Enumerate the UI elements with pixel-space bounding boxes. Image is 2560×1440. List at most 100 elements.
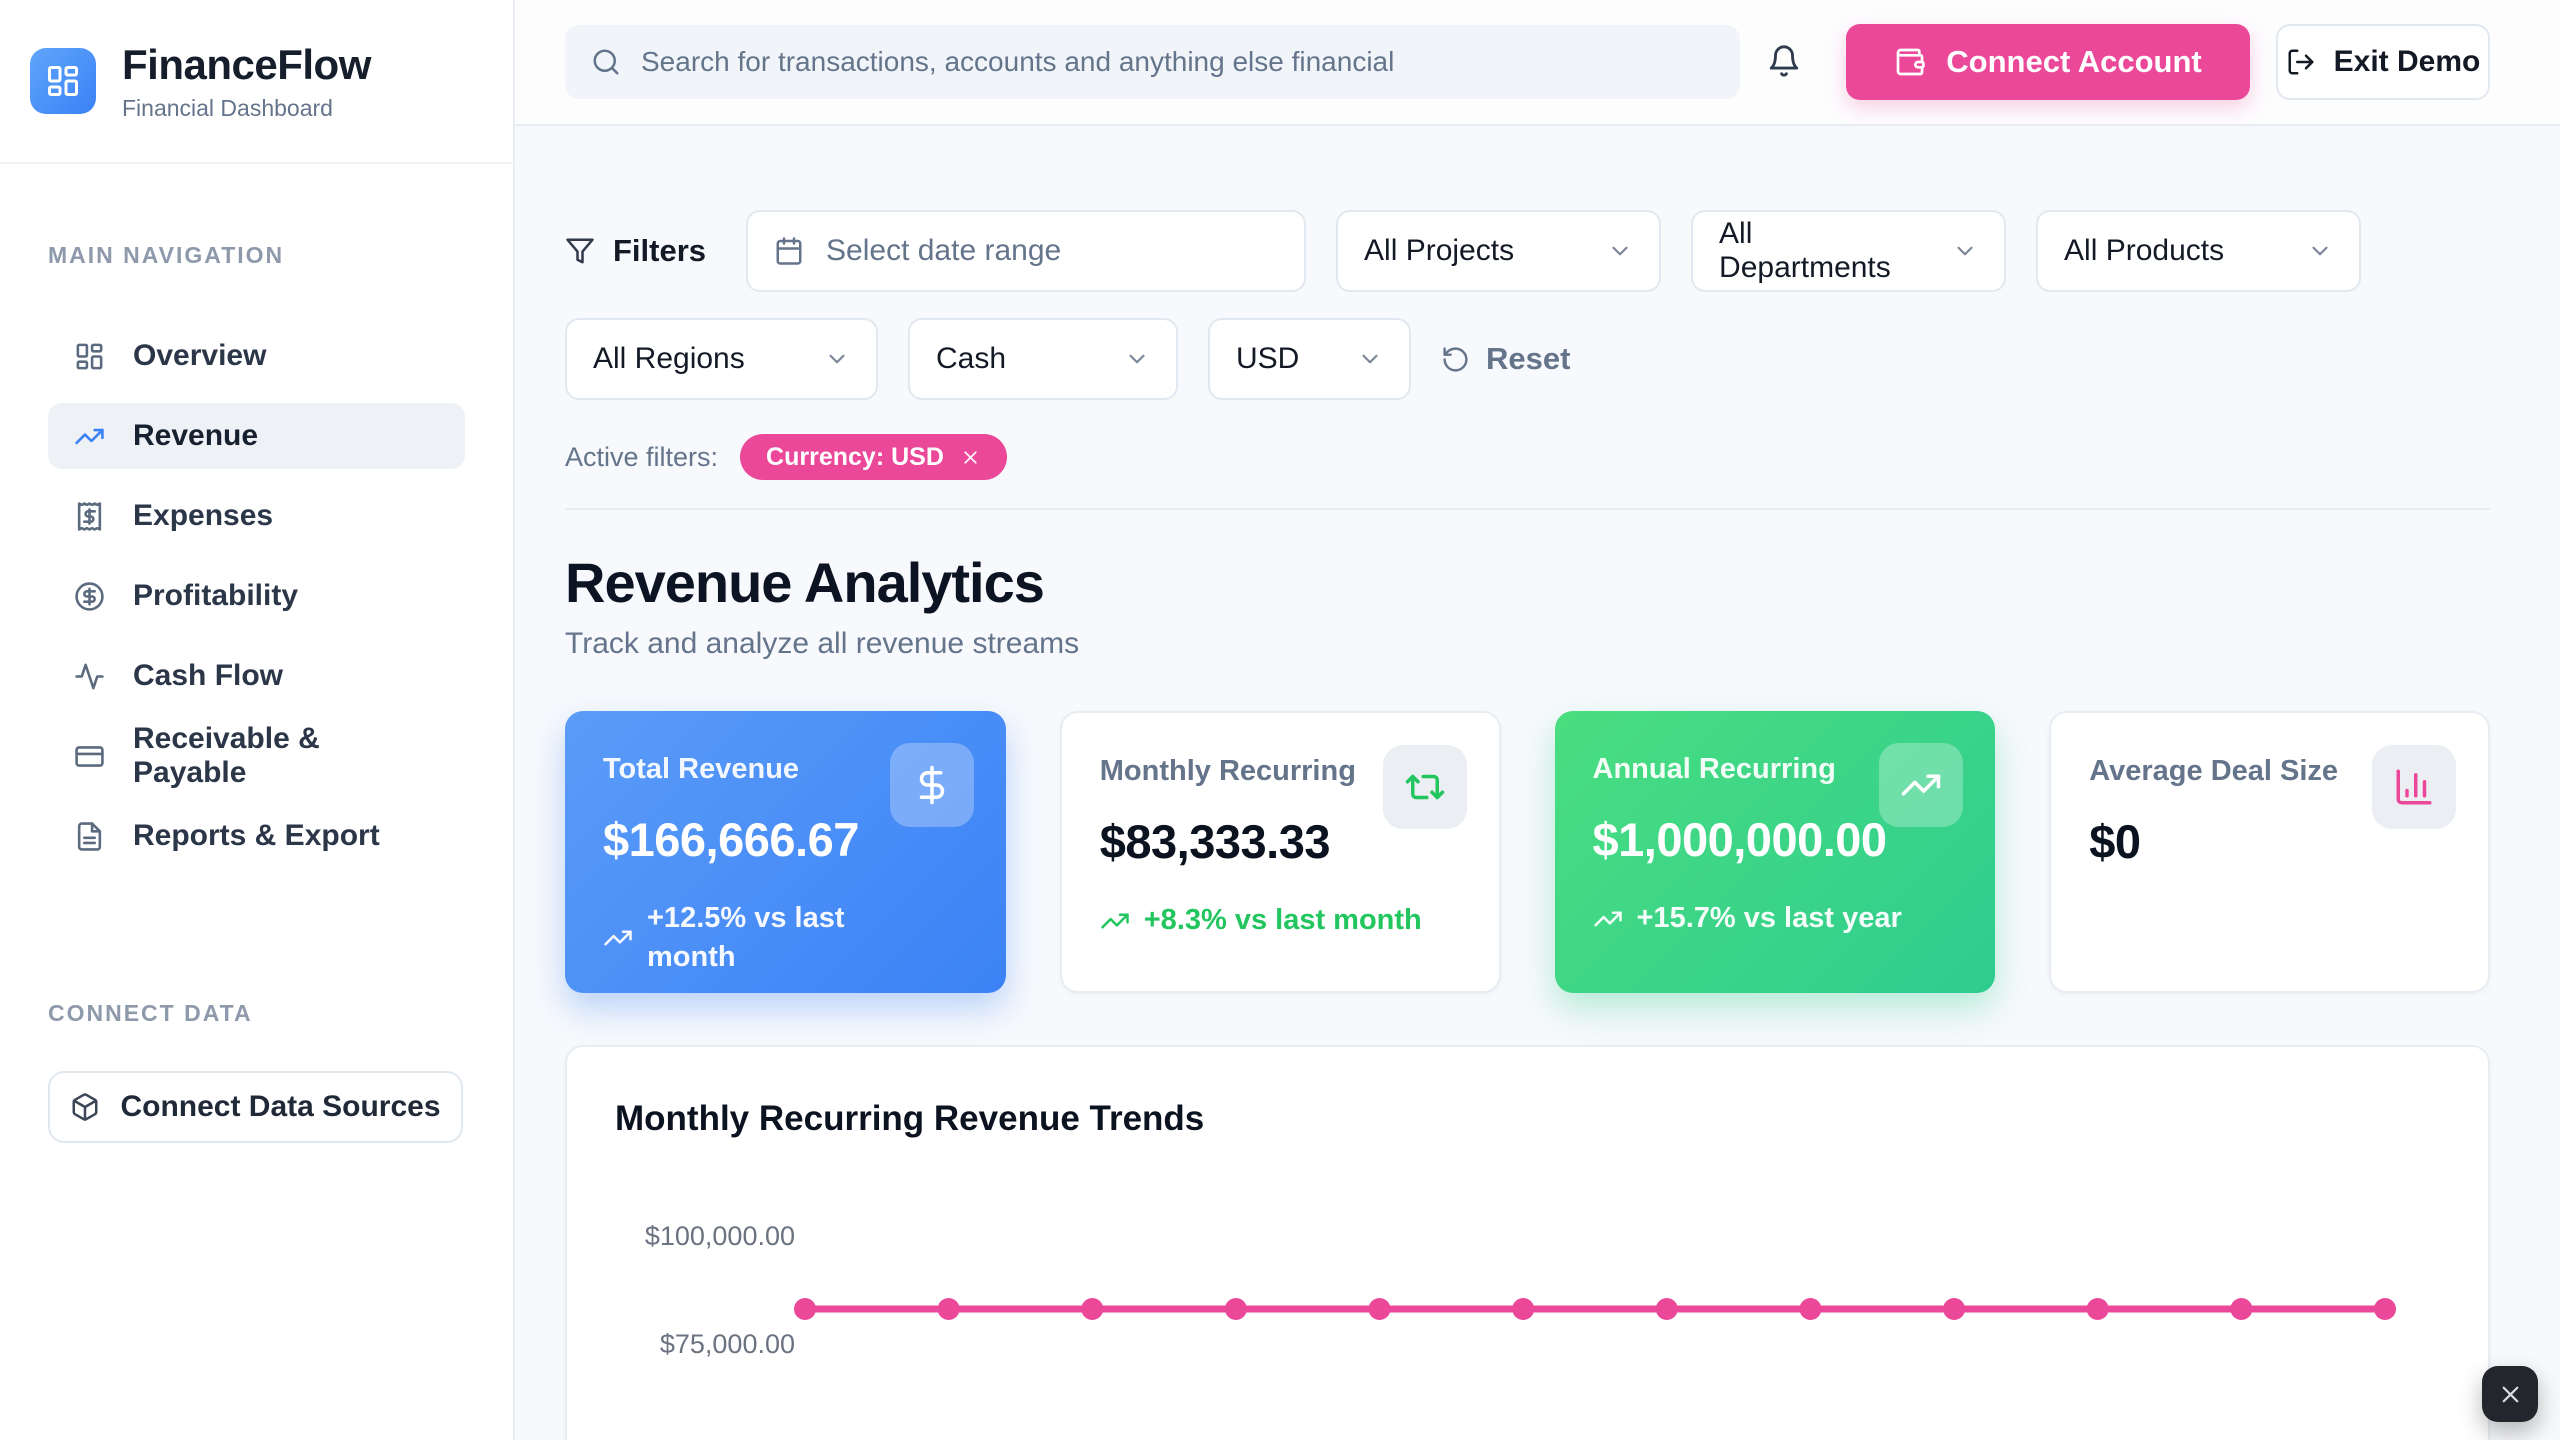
wallet-icon: [1894, 46, 1926, 78]
chart-title: Monthly Recurring Revenue Trends: [615, 1099, 1205, 1138]
currency-select[interactable]: USD: [1208, 318, 1411, 400]
kpi-chip: [1382, 745, 1467, 829]
sidebar-item-label: Overview: [133, 339, 267, 372]
trending-up-icon: [603, 923, 633, 953]
kpi-change: +12.5% vs last month: [603, 899, 968, 977]
trending-up-icon: [74, 421, 105, 452]
log-out-icon: [2286, 47, 2316, 77]
sidebar-item-label: Reports & Export: [133, 819, 380, 852]
dashboard-logo-icon: [45, 63, 81, 99]
divider: [565, 508, 2490, 510]
repeat-icon: [1404, 766, 1446, 808]
kpi-value: $83,333.33: [1099, 815, 1331, 868]
app-logo: [30, 48, 96, 114]
kpi-value: $1,000,000.00: [1592, 813, 1888, 866]
calendar-icon: [774, 236, 804, 266]
connect-account-label: Connect Account: [1946, 44, 2202, 79]
regions-select-value: All Regions: [593, 342, 745, 375]
notifications-button[interactable]: [1764, 42, 1804, 82]
sidebar-item-label: Receivable & Payable: [133, 722, 320, 789]
date-range-input[interactable]: [826, 234, 1279, 268]
sidebar-item-label: Expenses: [133, 499, 274, 532]
receipt-icon: [74, 501, 105, 532]
accounting-basis-select-value: Cash: [936, 342, 1007, 375]
reset-filters-button[interactable]: Reset: [1441, 341, 1570, 377]
file-text-icon: [74, 821, 105, 852]
sidebar-item-overview[interactable]: Overview: [48, 323, 465, 389]
kpi-label: Total Revenue: [603, 753, 800, 785]
sidebar-item-label: Profitability: [133, 579, 299, 612]
kpi-change: +8.3% vs last month: [1100, 901, 1461, 940]
search-input[interactable]: [641, 46, 1714, 78]
filters-panel: Filters All Projects All Departments All…: [565, 210, 2490, 510]
date-range-field[interactable]: [746, 210, 1307, 292]
sidebar-item-label: Revenue: [133, 419, 259, 452]
products-select[interactable]: All Products: [2036, 210, 2362, 292]
y-axis-tick: $75,000.00: [659, 1329, 795, 1359]
exit-demo-button[interactable]: Exit Demo: [2276, 24, 2490, 100]
currency-select-value: USD: [1236, 342, 1300, 375]
departments-select-value: All Departments: [1719, 217, 1891, 284]
departments-select[interactable]: All Departments: [1691, 210, 2007, 292]
active-filters-label: Active filters:: [565, 441, 719, 472]
kpi-label: Average Deal Size: [2089, 755, 2339, 787]
nav-section-label: MAIN NAVIGATION: [48, 242, 285, 268]
sidebar-item-cash-flow[interactable]: Cash Flow: [48, 643, 465, 709]
trending-up-icon: [1593, 904, 1623, 934]
sidebar: FinanceFlow Financial Dashboard MAIN NAV…: [0, 0, 515, 1440]
sidebar-item-receivable-payable[interactable]: Receivable & Payable: [48, 722, 465, 789]
kpi-chip: [1879, 743, 1964, 827]
chevron-down-icon: [1607, 238, 1633, 264]
activity-icon: [74, 661, 105, 692]
kpi-value: $166,666.67: [603, 813, 859, 866]
page-title: Revenue Analytics: [565, 551, 1045, 614]
topbar: Connect Account Exit Demo: [515, 0, 2560, 126]
kpi-label: Annual Recurring: [1592, 753, 1836, 785]
dollar-icon: [911, 764, 953, 806]
connect-account-button[interactable]: Connect Account: [1846, 24, 2250, 100]
trending-up-icon: [1900, 764, 1942, 806]
filters-heading: Filters: [565, 233, 706, 269]
package-icon: [70, 1092, 100, 1122]
accounting-basis-select[interactable]: Cash: [908, 318, 1178, 400]
kpi-label: Monthly Recurring: [1099, 755, 1356, 787]
projects-select-value: All Projects: [1364, 234, 1515, 267]
active-filter-chip-label: Currency: USD: [766, 442, 944, 471]
global-search[interactable]: [565, 25, 1740, 99]
bell-icon: [1767, 44, 1801, 78]
chevron-down-icon: [1124, 346, 1150, 372]
dashboard-icon: [74, 341, 105, 372]
kpi-change: +15.7% vs last year: [1593, 899, 1958, 938]
bar-chart-icon: [2393, 766, 2435, 808]
products-select-value: All Products: [2064, 234, 2225, 267]
y-axis-tick: $100,000.00: [644, 1221, 795, 1251]
sidebar-item-revenue[interactable]: Revenue: [48, 403, 465, 469]
trending-up-icon: [1100, 906, 1130, 936]
regions-select[interactable]: All Regions: [565, 318, 878, 400]
kpi-card-total-revenue: Total Revenue $166,666.67 +12.5% vs last…: [565, 711, 1006, 993]
kpi-chip: [889, 743, 974, 827]
close-overlay-button[interactable]: [2482, 1366, 2538, 1422]
sidebar-item-profitability[interactable]: Profitability: [48, 563, 465, 629]
sidebar-item-reports-export[interactable]: Reports & Export: [48, 803, 465, 869]
kpi-card-monthly-recurring: Monthly Recurring $83,333.33 +8.3% vs la…: [1059, 711, 1501, 993]
app-title: FinanceFlow: [122, 40, 371, 88]
mrr-trends-chart-card: Monthly Recurring Revenue Trends $100,00…: [565, 1045, 2490, 1440]
page-subtitle: Track and analyze all revenue streams: [565, 627, 1080, 660]
remove-filter-icon[interactable]: [960, 447, 981, 468]
y-axis-tick: $50,000.00: [615, 1437, 795, 1440]
kpi-chip: [2372, 745, 2456, 829]
exit-demo-label: Exit Demo: [2333, 45, 2481, 78]
connect-data-sources-label: Connect Data Sources: [120, 1090, 441, 1123]
kpi-cards: Total Revenue $166,666.67 +12.5% vs last…: [565, 711, 2490, 993]
reset-label: Reset: [1486, 341, 1571, 376]
search-icon: [591, 47, 621, 77]
active-filter-chip-currency[interactable]: Currency: USD: [740, 434, 1007, 480]
kpi-value: $0: [2089, 815, 2141, 868]
sidebar-item-expenses[interactable]: Expenses: [48, 483, 465, 549]
kpi-card-average-deal-size: Average Deal Size $0: [2049, 711, 2490, 993]
connect-section-label: CONNECT DATA: [48, 1000, 253, 1026]
connect-data-sources-button[interactable]: Connect Data Sources: [48, 1071, 463, 1143]
main-content: Filters All Projects All Departments All…: [515, 126, 2560, 1440]
projects-select[interactable]: All Projects: [1336, 210, 1662, 292]
